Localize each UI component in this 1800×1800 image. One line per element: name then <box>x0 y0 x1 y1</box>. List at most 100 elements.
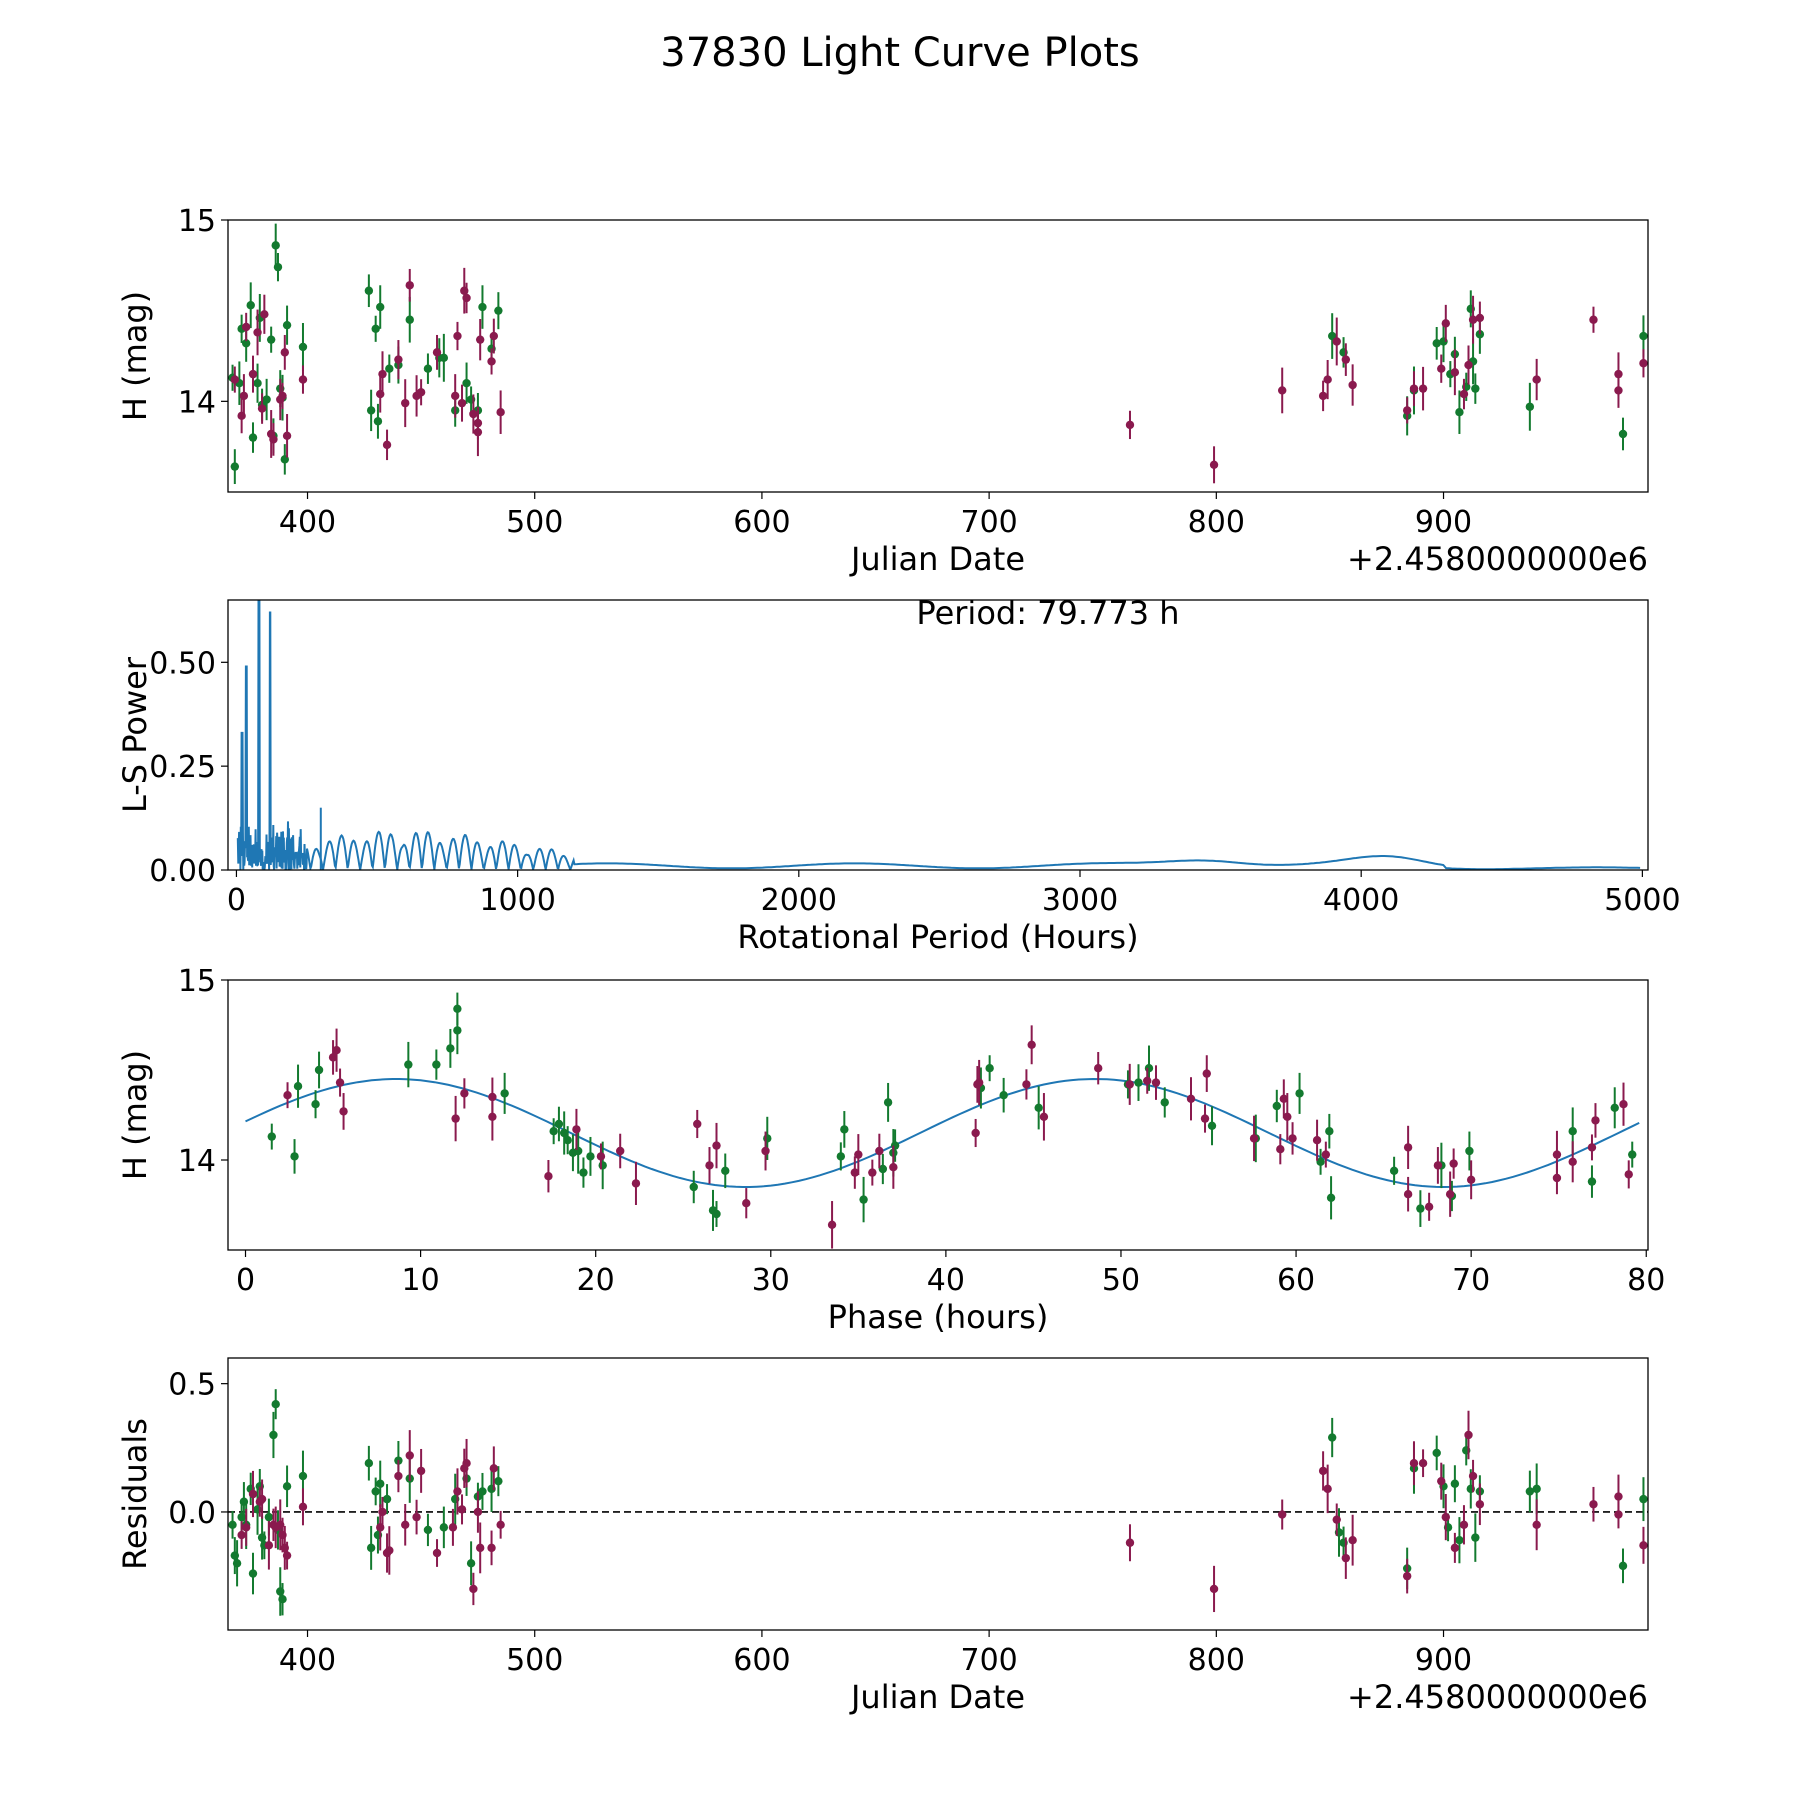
maroon-data-point <box>248 1489 258 1499</box>
green-data-point <box>999 1091 1008 1100</box>
maroon-data-point <box>1614 1492 1623 1501</box>
residuals-y-axis-label: Residuals <box>116 1418 154 1570</box>
x-offset-label: +2.4580000000e6 <box>1347 1678 1648 1716</box>
y-tick-label: 0.00 <box>149 854 216 889</box>
maroon-data-point <box>1418 384 1428 393</box>
maroon-data-point <box>1450 1543 1460 1553</box>
maroon-data-point <box>868 1168 877 1177</box>
maroon-data-point <box>1341 1553 1351 1563</box>
maroon-data-point <box>1409 384 1419 393</box>
maroon-data-point <box>432 348 442 357</box>
maroon-data-point <box>473 418 483 428</box>
maroon-data-point <box>705 1161 714 1170</box>
green-data-point <box>836 1152 846 1161</box>
maroon-data-point <box>230 375 240 384</box>
green-data-point <box>267 1132 276 1141</box>
green-data-point <box>366 406 376 415</box>
green-data-point <box>271 1399 280 1409</box>
maroon-data-point <box>742 1199 751 1208</box>
green-data-point <box>1034 1103 1043 1113</box>
green-data-point <box>579 1168 588 1177</box>
residuals-x-axis-label: Julian Date <box>849 1678 1025 1716</box>
green-data-point <box>405 315 414 324</box>
green-data-point <box>554 1119 564 1129</box>
green-data-point <box>404 1060 413 1069</box>
maroon-data-point <box>241 1523 251 1532</box>
green-data-point <box>985 1064 994 1073</box>
green-data-point <box>559 1128 569 1138</box>
periodogram-panel: Period: 79.773 h0 1000 2000 3000 4000 50000.0… <box>116 594 1681 956</box>
maroon-data-point <box>1200 1114 1210 1123</box>
maroon-data-point <box>382 440 392 450</box>
green-data-point <box>293 1082 303 1091</box>
green-data-point <box>1416 1204 1425 1213</box>
maroon-data-point <box>412 1512 421 1522</box>
maroon-data-point <box>1143 1076 1152 1086</box>
green-data-point <box>228 1520 237 1529</box>
maroon-data-point <box>1125 1538 1135 1547</box>
y-tick-label: 14 <box>178 1144 216 1179</box>
maroon-data-point <box>488 1112 497 1122</box>
lightcurve-axes-frame <box>227 219 1649 493</box>
green-data-point <box>1432 339 1441 348</box>
y-tick-label: 0.0 <box>168 1496 216 1531</box>
maroon-data-point <box>385 1546 394 1555</box>
maroon-data-point <box>1312 1136 1322 1145</box>
ls-power-line <box>236 600 1641 870</box>
maroon-data-point <box>1348 1535 1357 1545</box>
x-tick-label: 500 <box>506 1643 563 1678</box>
green-data-point <box>1325 1127 1334 1136</box>
maroon-data-point <box>282 431 292 440</box>
green-data-point <box>1272 1101 1282 1111</box>
x-tick-label: 0 <box>236 1263 255 1298</box>
maroon-data-point <box>1441 1512 1450 1522</box>
green-data-point <box>278 1595 287 1604</box>
x-tick-label: 5000 <box>1604 883 1680 918</box>
maroon-data-point <box>1464 360 1473 370</box>
green-data-point <box>563 1136 572 1145</box>
x-tick-label: 700 <box>960 1643 1017 1678</box>
maroon-data-point <box>339 1107 348 1116</box>
maroon-data-point <box>253 328 262 337</box>
green-data-point <box>385 364 394 373</box>
green-data-point <box>364 286 374 295</box>
x-tick-label: 900 <box>1415 505 1472 540</box>
maroon-data-point <box>394 355 403 364</box>
green-data-point <box>494 1476 503 1486</box>
maroon-data-point <box>453 1487 462 1496</box>
y-tick-label: 0.50 <box>149 646 216 681</box>
maroon-data-point <box>971 1128 980 1138</box>
maroon-data-point <box>260 310 269 319</box>
x-tick-label: 80 <box>1627 1263 1665 1298</box>
maroon-data-point <box>237 1530 246 1540</box>
green-data-point <box>269 1430 278 1440</box>
maroon-data-point <box>257 1494 267 1504</box>
maroon-data-point <box>1151 1078 1161 1087</box>
maroon-data-point <box>378 1507 387 1517</box>
maroon-data-point <box>1332 1515 1341 1524</box>
maroon-data-point <box>1278 386 1287 395</box>
maroon-data-point <box>280 348 289 357</box>
maroon-data-point <box>248 369 258 379</box>
maroon-data-point <box>1639 359 1648 368</box>
green-data-point <box>549 1127 558 1136</box>
y-tick-label: 0.25 <box>149 750 216 785</box>
green-data-point <box>373 417 383 426</box>
maroon-data-point <box>854 1150 863 1159</box>
green-data-point <box>1525 1487 1535 1496</box>
green-data-point <box>712 1209 721 1219</box>
maroon-data-point <box>489 331 499 341</box>
residuals-panel: 400 500 600 700 800 900 0.0 0.5 Julian Date Resid… <box>116 1357 1649 1716</box>
green-data-point <box>298 1471 308 1481</box>
green-data-point <box>282 1482 292 1491</box>
phased-axes-frame <box>227 979 1649 1251</box>
maroon-data-point <box>328 1053 338 1062</box>
green-data-point <box>1639 1494 1648 1504</box>
maroon-data-point <box>572 1125 581 1134</box>
maroon-data-point <box>1589 1500 1598 1509</box>
maroon-data-point <box>1441 319 1450 328</box>
maroon-data-point <box>378 369 387 379</box>
phased-lightcurve-panel: 0 10 20 30 40 50 60 70 80 14 15 Phase (hours) H (mag… <box>116 964 1665 1336</box>
green-data-point <box>1327 1433 1337 1442</box>
maroon-data-point <box>1332 337 1341 346</box>
